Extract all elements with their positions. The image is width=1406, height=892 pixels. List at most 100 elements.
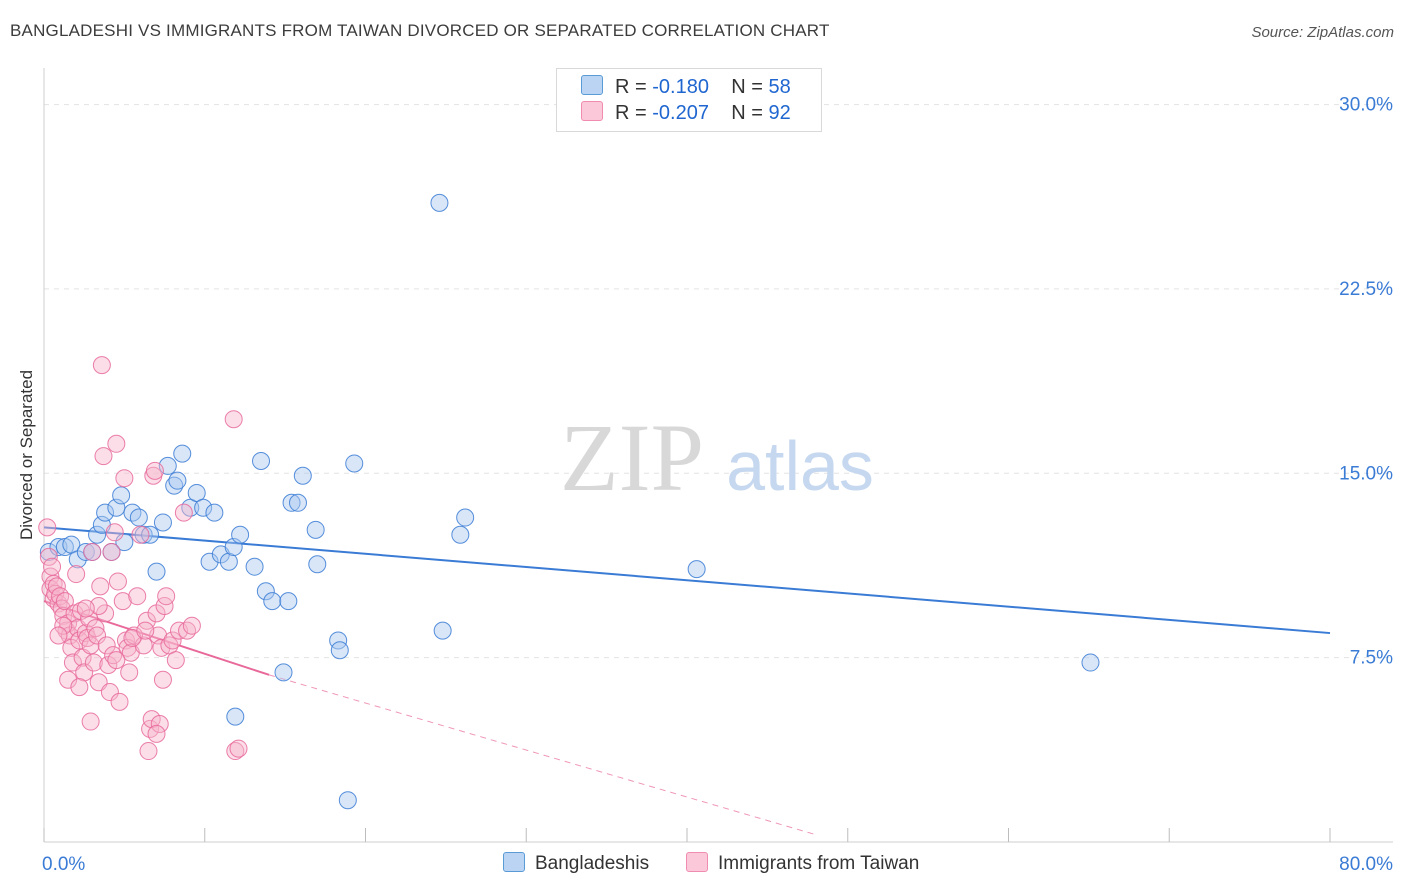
point-taiwan (166, 651, 185, 670)
point-taiwan (59, 670, 78, 689)
point-taiwan (83, 542, 102, 561)
point-bangladeshis (194, 498, 213, 517)
legend-swatch-blue (581, 75, 603, 95)
bottom-legend-label: Bangladeshis (535, 853, 650, 874)
point-bangladeshis (274, 663, 293, 682)
legend-r-label: R = (615, 76, 647, 98)
point-bangladeshis (88, 525, 107, 544)
point-taiwan (67, 565, 86, 584)
point-bangladeshis (330, 641, 349, 660)
data-points (38, 193, 1100, 810)
point-taiwan (226, 742, 245, 761)
point-bangladeshis (456, 508, 475, 527)
legend-n-label: N = (731, 102, 763, 124)
bottom-legend-taiwan: Immigrants from Taiwan (686, 852, 919, 875)
point-taiwan (105, 523, 124, 542)
point-bangladeshis (293, 466, 312, 485)
point-bangladeshis (147, 562, 166, 581)
point-taiwan (224, 410, 243, 429)
legend: R = -0.180 N = 58 R = -0.207 N = 92 (556, 68, 822, 132)
point-taiwan (81, 712, 100, 731)
point-taiwan (104, 646, 123, 665)
point-bangladeshis (256, 582, 275, 601)
point-taiwan (39, 547, 58, 566)
watermark-zip: ZIP (560, 404, 704, 511)
point-bangladeshis (165, 476, 184, 495)
legend-row-taiwan: R = -0.207 N = 92 (581, 101, 791, 127)
point-taiwan (96, 604, 115, 623)
point-taiwan (75, 663, 94, 682)
trendline-taiwan-dashed (268, 674, 816, 836)
trendline-bangladeshis (43, 526, 1331, 635)
point-taiwan (86, 619, 105, 638)
point-bangladeshis (279, 592, 298, 611)
point-bangladeshis (263, 592, 282, 611)
point-taiwan (115, 469, 134, 488)
legend-n-value: 92 (768, 102, 791, 124)
point-bangladeshis (141, 525, 160, 544)
point-bangladeshis (252, 452, 271, 470)
point-taiwan (178, 621, 197, 640)
x-tick-label-min: 0.0% (42, 854, 85, 875)
x-tick-label-max: 80.0% (1339, 854, 1393, 875)
point-taiwan (120, 663, 139, 682)
watermark: ZIP atlas (560, 404, 874, 511)
axis-layer: 7.5% 15.0% 22.5% 30.0% (43, 68, 1393, 843)
point-bangladeshis (430, 193, 449, 212)
point-taiwan (139, 742, 158, 761)
point-bangladeshis (306, 520, 325, 539)
point-bangladeshis (245, 557, 264, 576)
point-taiwan (110, 692, 129, 711)
point-taiwan (43, 557, 62, 576)
grid-layer (44, 104, 1393, 659)
legend-r-value: -0.180 (652, 76, 709, 98)
point-taiwan (174, 503, 193, 522)
point-taiwan (182, 616, 201, 635)
point-bangladeshis (96, 503, 115, 522)
point-bangladeshis (231, 525, 250, 544)
point-bangladeshis (433, 621, 452, 640)
point-bangladeshis (226, 707, 245, 726)
point-taiwan (80, 609, 99, 628)
point-taiwan (81, 636, 100, 655)
point-taiwan (150, 715, 169, 734)
chart-source: Source: ZipAtlas.com (1251, 24, 1394, 41)
point-taiwan (70, 678, 89, 697)
point-taiwan (88, 626, 107, 645)
y-axis-label: Divorced or Separated (17, 370, 36, 540)
point-taiwan (102, 542, 121, 561)
chart-title: BANGLADESHI VS IMMIGRANTS FROM TAIWAN DI… (10, 21, 830, 40)
point-bangladeshis (687, 560, 706, 579)
legend-swatch-pink (581, 101, 603, 121)
point-taiwan (128, 587, 147, 606)
point-taiwan (76, 599, 95, 618)
point-bangladeshis (129, 508, 148, 527)
bottom-legend-label: Immigrants from Taiwan (718, 853, 920, 874)
point-bangladeshis (39, 542, 58, 561)
legend-r-value: -0.207 (652, 102, 709, 124)
point-taiwan (38, 518, 57, 537)
legend-n-value: 58 (768, 76, 791, 98)
point-taiwan (107, 651, 126, 670)
point-taiwan (113, 592, 132, 611)
legend-n-label: N = (731, 76, 763, 98)
point-bangladeshis (173, 444, 192, 463)
point-taiwan (153, 670, 172, 689)
point-bangladeshis (338, 791, 357, 810)
point-taiwan (84, 653, 103, 672)
point-taiwan (157, 587, 176, 606)
point-taiwan (145, 461, 164, 480)
point-taiwan (131, 525, 150, 544)
point-bangladeshis (308, 555, 327, 574)
point-taiwan (54, 616, 73, 635)
point-taiwan (147, 724, 166, 743)
point-bangladeshis (282, 493, 301, 512)
point-taiwan (134, 636, 153, 655)
point-bangladeshis (1081, 653, 1100, 672)
point-bangladeshis (219, 552, 238, 571)
y-tick-label: 15.0% (1339, 463, 1393, 484)
point-taiwan (55, 592, 74, 611)
bottom-legend-swatch-blue (503, 852, 525, 872)
legend-r-label: R = (615, 102, 647, 124)
